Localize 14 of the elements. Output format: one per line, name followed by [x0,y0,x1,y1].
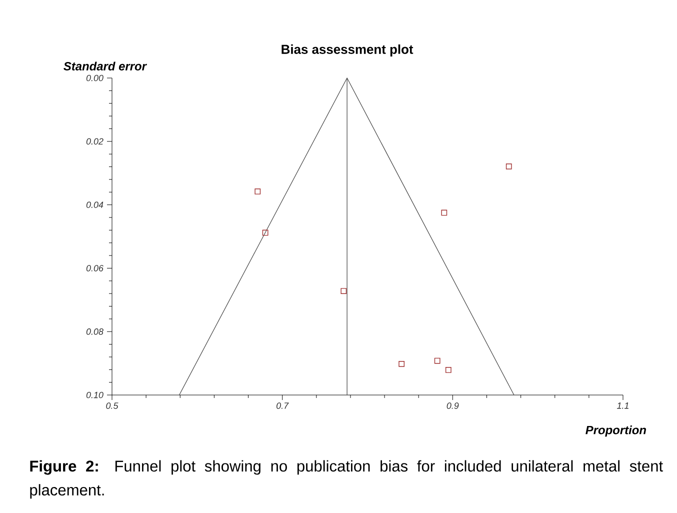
y-tick-label: 0.10 [86,392,104,398]
x-tick-label: 0.7 [276,402,289,409]
x-tick-label: 1.1 [617,402,628,409]
y-tick-label: 0.02 [86,138,104,145]
y-tick-label: 0.08 [86,328,104,335]
chart-title: Bias assessment plot [282,44,414,56]
text: Figure 2: Funnel plot showing no publication bias for included unilateral metal stent placement. [30,460,663,499]
y-tick-label: 0.04 [86,202,104,208]
x-axis-title: Proportion [586,426,646,437]
y-axis-title: Standard error [64,62,147,70]
y-tick-label: 0.00 [86,74,104,82]
y-tick-label: 0.06 [86,265,104,272]
x-tick-label: 0.9 [446,402,459,409]
x-tick-label: 0.5 [106,402,118,409]
